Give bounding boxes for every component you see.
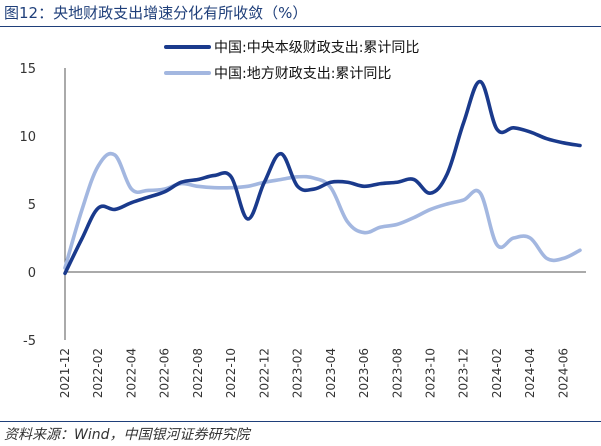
x-tick-label: 2022-08 <box>191 348 205 398</box>
title-rule <box>0 26 601 27</box>
x-tick-label: 2022-02 <box>91 348 105 398</box>
source-note: 资料来源：Wind，中国银河证券研究院 <box>4 427 250 443</box>
x-tick-label: 2023-08 <box>390 348 404 398</box>
y-tick-label: 5 <box>28 198 36 213</box>
x-tick-label: 2023-02 <box>291 348 305 398</box>
y-tick-label: 15 <box>19 62 36 77</box>
x-tick-label: 2022-10 <box>224 348 238 398</box>
figure-title: 图12：央地财政支出增速分化有所收敛（%） <box>4 4 308 22</box>
source-rule <box>0 421 601 422</box>
series-line-central <box>63 79 582 276</box>
y-tick-label: -5 <box>23 334 36 349</box>
x-tick-label: 2022-06 <box>158 348 172 398</box>
y-tick-labels: -5 0 5 10 15 <box>19 62 36 349</box>
x-tick-label: 2024-04 <box>523 348 537 398</box>
x-tick-label: 2024-06 <box>556 348 570 398</box>
x-tick-label: 2023-06 <box>357 348 371 398</box>
x-tick-label: 2022-12 <box>257 348 271 398</box>
x-tick-label: 2024-02 <box>490 348 504 398</box>
chart-axes <box>64 68 586 340</box>
x-tick-label: 2023-10 <box>423 348 437 398</box>
y-tick-label: 0 <box>28 266 36 281</box>
legend-label: 中国:中央本级财政支出:累计同比 <box>214 40 419 56</box>
y-tick-label: 10 <box>19 130 36 145</box>
x-tick-labels: 2021-12 2022-02 2022-04 2022-06 2022-08 2022-… <box>58 348 570 398</box>
legend-label: 中国:地方财政支出:累计同比 <box>214 66 391 82</box>
series-line-local <box>63 151 582 270</box>
x-tick-label: 2022-04 <box>124 348 138 398</box>
x-tick-label: 2023-04 <box>324 348 338 398</box>
x-tick-label: 2021-12 <box>58 348 72 398</box>
x-tick-label: 2023-12 <box>457 348 471 398</box>
chart-series <box>63 79 582 276</box>
